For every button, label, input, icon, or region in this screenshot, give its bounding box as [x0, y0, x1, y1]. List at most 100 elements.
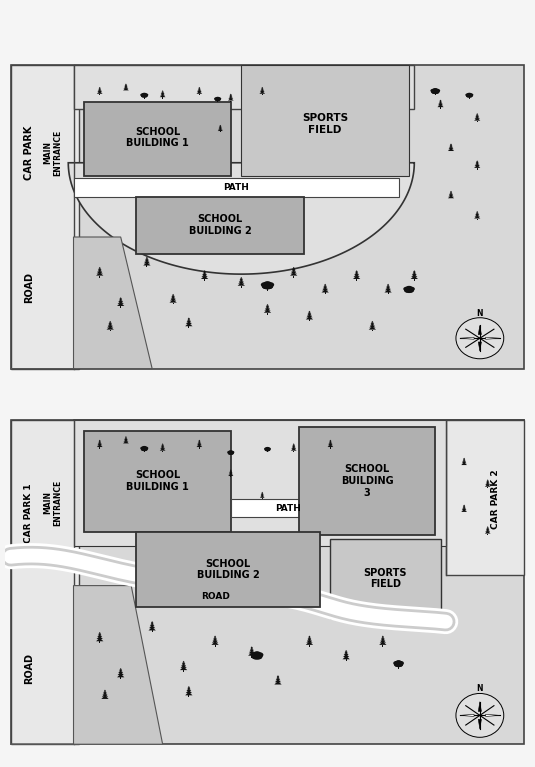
Polygon shape	[477, 219, 478, 220]
Circle shape	[394, 663, 400, 667]
Polygon shape	[119, 298, 122, 299]
Circle shape	[264, 447, 268, 450]
Polygon shape	[103, 691, 107, 693]
Polygon shape	[102, 693, 108, 696]
Polygon shape	[197, 89, 201, 91]
Polygon shape	[104, 690, 106, 691]
Polygon shape	[308, 311, 311, 312]
Polygon shape	[463, 459, 465, 460]
Text: CAR PARK: CAR PARK	[24, 126, 34, 179]
Polygon shape	[108, 323, 113, 325]
Polygon shape	[202, 272, 207, 275]
Polygon shape	[151, 621, 154, 623]
Polygon shape	[487, 534, 488, 535]
Polygon shape	[274, 681, 281, 684]
Polygon shape	[106, 326, 114, 330]
Polygon shape	[259, 91, 265, 94]
Polygon shape	[196, 444, 202, 447]
Polygon shape	[196, 91, 202, 94]
Bar	[11, 420, 79, 744]
Polygon shape	[328, 443, 333, 446]
Polygon shape	[98, 88, 101, 89]
Polygon shape	[98, 442, 102, 443]
Polygon shape	[160, 94, 165, 97]
Polygon shape	[187, 318, 190, 321]
Text: MAIN
ENTRANCE: MAIN ENTRANCE	[43, 479, 62, 526]
Polygon shape	[291, 271, 297, 274]
Polygon shape	[218, 127, 223, 130]
Polygon shape	[327, 444, 333, 447]
Polygon shape	[266, 305, 269, 307]
Polygon shape	[150, 622, 154, 624]
Polygon shape	[98, 632, 101, 634]
Polygon shape	[182, 662, 186, 664]
Polygon shape	[353, 275, 360, 279]
Circle shape	[227, 451, 232, 453]
Polygon shape	[197, 90, 202, 92]
Circle shape	[140, 446, 145, 449]
Polygon shape	[463, 505, 465, 507]
Polygon shape	[413, 270, 416, 272]
Polygon shape	[371, 321, 373, 322]
Polygon shape	[68, 163, 414, 274]
Polygon shape	[99, 87, 101, 88]
Polygon shape	[462, 459, 466, 462]
Circle shape	[431, 91, 437, 94]
Polygon shape	[267, 289, 268, 291]
Polygon shape	[309, 320, 310, 321]
Polygon shape	[477, 120, 478, 122]
Polygon shape	[188, 326, 189, 328]
Polygon shape	[219, 126, 221, 127]
Polygon shape	[261, 492, 263, 494]
Text: SCHOOL
BUILDING 2: SCHOOL BUILDING 2	[189, 215, 251, 236]
Text: ROAD: ROAD	[24, 653, 34, 684]
Circle shape	[408, 288, 414, 293]
Polygon shape	[180, 667, 187, 670]
Circle shape	[214, 97, 218, 100]
Polygon shape	[248, 652, 255, 656]
Polygon shape	[449, 144, 453, 146]
Polygon shape	[450, 198, 452, 200]
Bar	[136, 196, 304, 254]
Polygon shape	[385, 289, 392, 292]
Polygon shape	[438, 102, 442, 104]
Circle shape	[264, 447, 271, 452]
Polygon shape	[328, 442, 332, 443]
Polygon shape	[240, 277, 242, 278]
Polygon shape	[182, 660, 185, 663]
Polygon shape	[381, 637, 385, 639]
Text: MAIN
ENTRANCE: MAIN ENTRANCE	[43, 130, 62, 176]
Polygon shape	[123, 87, 129, 91]
Polygon shape	[478, 325, 482, 334]
Polygon shape	[450, 191, 452, 193]
Polygon shape	[214, 636, 216, 637]
Polygon shape	[125, 437, 127, 439]
Polygon shape	[372, 330, 373, 331]
Bar	[231, 499, 346, 517]
Polygon shape	[414, 279, 415, 281]
Polygon shape	[230, 469, 232, 471]
Circle shape	[266, 282, 274, 287]
Polygon shape	[460, 714, 474, 716]
Polygon shape	[250, 647, 253, 648]
Polygon shape	[369, 324, 376, 328]
Bar	[446, 420, 524, 574]
Polygon shape	[118, 300, 123, 302]
Polygon shape	[161, 91, 164, 93]
Polygon shape	[97, 636, 103, 639]
Polygon shape	[203, 270, 206, 272]
Polygon shape	[309, 645, 310, 647]
Polygon shape	[183, 670, 184, 672]
Polygon shape	[125, 436, 127, 437]
Polygon shape	[198, 88, 201, 89]
Text: SPORTS
FIELD: SPORTS FIELD	[364, 568, 407, 589]
Circle shape	[469, 94, 473, 97]
Polygon shape	[180, 665, 187, 668]
Polygon shape	[118, 301, 124, 304]
Polygon shape	[110, 330, 111, 331]
Polygon shape	[448, 196, 454, 198]
Polygon shape	[118, 670, 123, 673]
Polygon shape	[186, 690, 192, 693]
Polygon shape	[356, 279, 357, 281]
Bar	[136, 532, 320, 607]
